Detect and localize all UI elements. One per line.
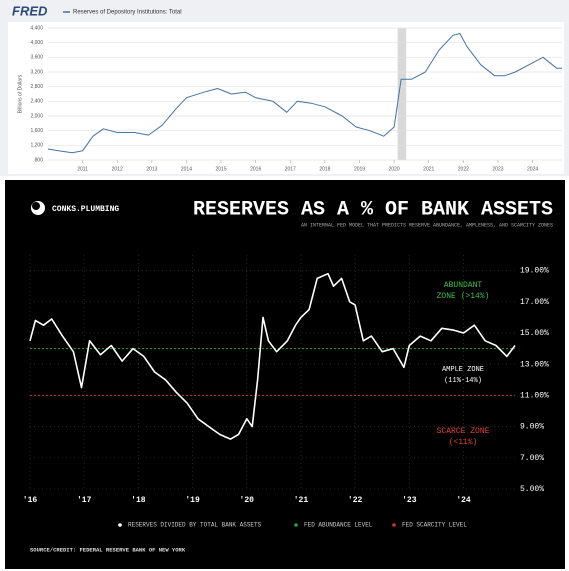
brand-logo-cut — [32, 202, 40, 210]
legend-label: Reserves of Depository Institutions: Tot… — [73, 10, 182, 16]
y-tick-label: 2,400 — [30, 99, 43, 105]
y-tick-label: 4,000 — [30, 40, 43, 46]
x-tick-label: 2023 — [492, 166, 503, 172]
zone-annotation: (<11%) — [449, 438, 478, 447]
legend-swatch — [392, 523, 396, 527]
x-tick-label: '22 — [348, 496, 363, 505]
y-tick-label: 15.00% — [520, 329, 549, 338]
legend-label: RESERVES DIVIDED BY TOTAL BANK ASSETS — [128, 522, 262, 529]
y-tick-label: 7.00% — [520, 454, 544, 463]
conks-background — [5, 180, 565, 569]
x-tick-label: 2012 — [112, 166, 123, 172]
x-tick-label: 2011 — [77, 166, 88, 172]
x-tick-label: '20 — [240, 496, 255, 505]
y-tick-label: 3,200 — [30, 69, 43, 75]
data-line — [47, 33, 562, 154]
brand: FRED — [12, 3, 48, 18]
y-tick-label: 2,000 — [30, 113, 43, 119]
recession-band — [397, 28, 407, 160]
y-tick-label: 5.00% — [520, 485, 544, 494]
x-tick-label: 2024 — [527, 166, 538, 172]
x-tick-label: 2015 — [216, 166, 227, 172]
x-tick-label: '16 — [23, 496, 38, 505]
brand: CONKS.PLUMBING — [52, 205, 119, 214]
chart-title: RESERVES AS A % OF BANK ASSETS — [193, 198, 553, 221]
x-tick-label: 2013 — [146, 166, 157, 172]
x-tick-label: 2017 — [285, 166, 296, 172]
y-tick-label: 3,600 — [30, 55, 43, 61]
y-tick-label: 11.00% — [520, 392, 549, 401]
x-tick-label: 2020 — [389, 166, 400, 172]
zone-annotation: SCARCE ZONE — [437, 427, 490, 436]
y-tick-label: 800 — [35, 157, 44, 163]
zone-annotation: ZONE (>14%) — [437, 292, 490, 301]
y-tick-label: 1,600 — [30, 128, 43, 134]
x-tick-label: 2018 — [319, 166, 330, 172]
x-tick-label: 2016 — [250, 166, 261, 172]
data-line — [29, 272, 516, 440]
fred-panel — [8, 22, 564, 174]
x-tick-label: '23 — [402, 496, 417, 505]
x-tick-label: '19 — [185, 496, 200, 505]
x-tick-label: '18 — [131, 496, 146, 505]
x-tick-label: '21 — [294, 496, 309, 505]
y-tick-label: 13.00% — [520, 360, 549, 369]
legend-label: FED ABUNDANCE LEVEL — [304, 522, 373, 529]
y-tick-label: 1,200 — [30, 143, 43, 149]
x-tick-label: 2014 — [181, 166, 192, 172]
chart-subtitle: AN INTERNAL FED MODEL THAT PREDICTS RESE… — [301, 222, 553, 228]
x-tick-label: 2021 — [423, 166, 434, 172]
zone-annotation: AMPLE ZONE — [442, 366, 484, 374]
legend-swatch — [118, 523, 122, 527]
legend-swatch — [294, 523, 298, 527]
y-axis-label: Billions of Dollars — [17, 74, 23, 113]
x-tick-label: 2022 — [458, 166, 469, 172]
zone-annotation: (11%-14%) — [444, 377, 482, 385]
source: SOURCE/CREDIT: FEDERAL RESERVE BANK OF N… — [30, 546, 186, 553]
y-tick-label: 19.00% — [520, 267, 549, 276]
x-tick-label: '17 — [77, 496, 92, 505]
y-tick-label: 4,400 — [30, 25, 43, 31]
y-tick-label: 2,800 — [30, 84, 43, 90]
zone-annotation: ABUNDANT — [444, 281, 483, 290]
legend-label: FED SCARCITY LEVEL — [402, 522, 467, 529]
x-tick-label: '24 — [456, 496, 471, 505]
y-tick-label: 17.00% — [520, 298, 549, 307]
x-tick-label: 2019 — [354, 166, 365, 172]
y-tick-label: 9.00% — [520, 423, 544, 432]
